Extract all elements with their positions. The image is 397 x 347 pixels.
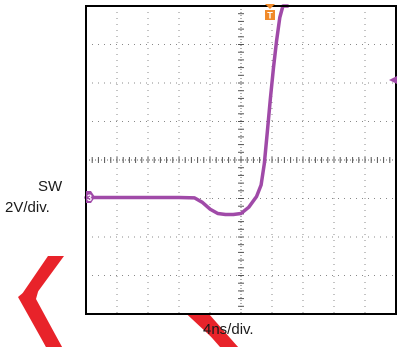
sw-waveform-trace bbox=[84, 4, 290, 217]
plot-frame bbox=[85, 5, 397, 315]
trigger-marker: T bbox=[265, 4, 275, 21]
trigger-marker-label: T bbox=[267, 11, 273, 21]
channel-marker: 3 bbox=[86, 191, 95, 203]
vertical-scale-label: 2V/div. bbox=[5, 199, 50, 216]
time-scale-label: 4ns/div. bbox=[203, 321, 254, 338]
graticule bbox=[86, 6, 396, 314]
channel-marker-label: 3 bbox=[87, 193, 92, 203]
offscreen-marker bbox=[389, 76, 397, 84]
plot-area bbox=[84, 4, 397, 315]
channel-name-label: SW bbox=[38, 178, 63, 195]
